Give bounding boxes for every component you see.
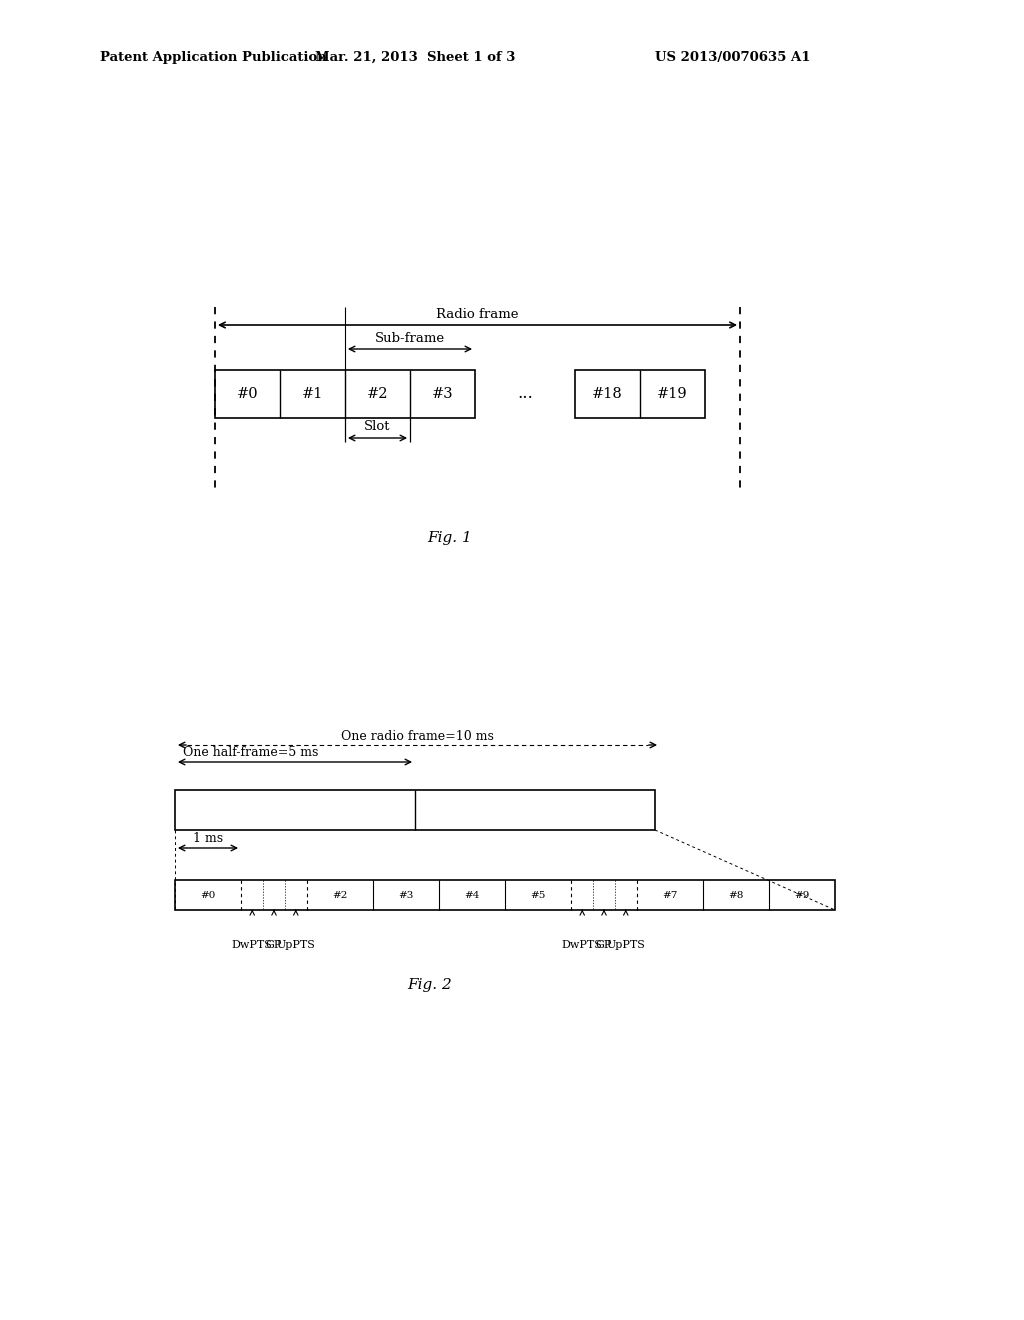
Text: ...: ... [517,385,532,403]
Text: #0: #0 [201,891,216,899]
Text: Fig. 1: Fig. 1 [428,531,472,545]
Text: #19: #19 [657,387,688,401]
Text: #5: #5 [530,891,546,899]
Text: One radio frame=10 ms: One radio frame=10 ms [341,730,494,742]
Bar [575,370,705,418]
Text: Patent Application Publication: Patent Application Publication [100,50,327,63]
Text: #18: #18 [592,387,623,401]
Text: Mar. 21, 2013  Sheet 1 of 3: Mar. 21, 2013 Sheet 1 of 3 [314,50,515,63]
Text: GP: GP [266,940,283,950]
Text: #7: #7 [663,891,678,899]
Text: #3: #3 [432,387,454,401]
Text: Fig. 2: Fig. 2 [408,978,453,993]
Text: Sub-frame: Sub-frame [375,333,445,346]
Text: #2: #2 [333,891,348,899]
Text: One half-frame=5 ms: One half-frame=5 ms [183,747,318,759]
Bar [175,789,655,830]
Bar [175,880,835,909]
Text: Slot: Slot [365,421,391,433]
Text: #3: #3 [398,891,414,899]
Text: US 2013/0070635 A1: US 2013/0070635 A1 [655,50,811,63]
Text: Radio frame: Radio frame [436,308,519,321]
Text: #8: #8 [728,891,743,899]
Text: UpPTS: UpPTS [606,940,645,950]
Text: #4: #4 [464,891,479,899]
Text: UpPTS: UpPTS [276,940,315,950]
Text: #2: #2 [367,387,388,401]
Text: #0: #0 [237,387,258,401]
Text: DwPTS: DwPTS [562,940,603,950]
Bar [215,370,475,418]
Text: DwPTS: DwPTS [231,940,272,950]
Text: 1 ms: 1 ms [193,832,223,845]
Text: #1: #1 [302,387,324,401]
Text: #9: #9 [795,891,810,899]
Text: GP: GP [596,940,612,950]
